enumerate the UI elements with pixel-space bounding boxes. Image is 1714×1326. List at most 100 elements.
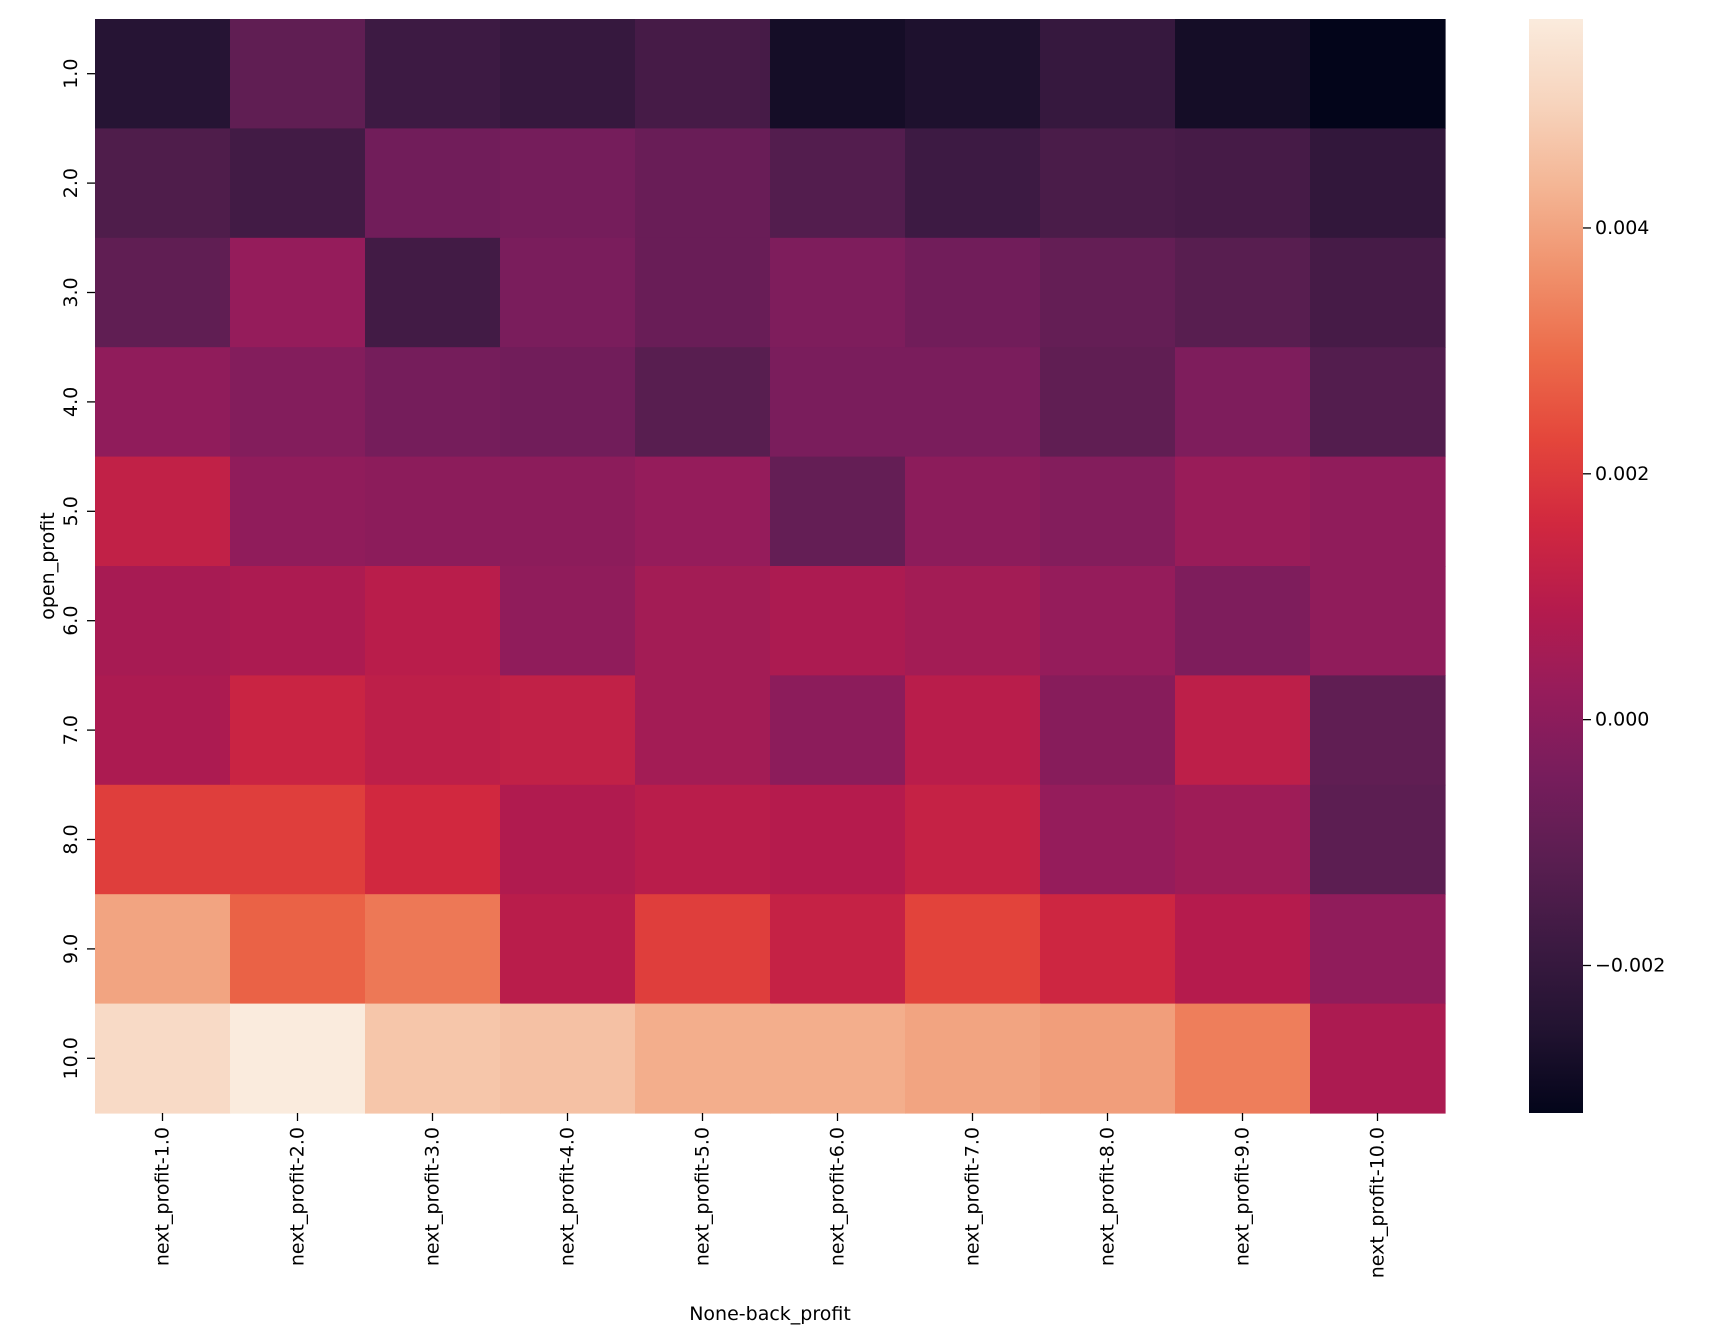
heatmap-cell-r1-c6 [770, 19, 906, 129]
y-tick-label: 2.0 [60, 168, 82, 198]
colorbar-ticks: −0.002 0.000 0.002 0.004 [1583, 217, 1665, 976]
heatmap-cell-r2-c3 [365, 128, 501, 239]
heatmap-cell-r9-c3 [365, 894, 501, 1005]
heatmap-cell-r6-c5 [635, 566, 771, 676]
heatmap-cell-r7-c7 [905, 675, 1041, 786]
heatmap-cell-r5-c10 [1310, 456, 1446, 567]
heatmap-cell-r1-c2 [230, 19, 366, 129]
heatmap-cell-r3-c4 [500, 237, 636, 348]
heatmap-cell-r9-c2 [230, 894, 366, 1005]
y-tick-label: 5.0 [60, 496, 82, 526]
heatmap-cell-r2-c9 [1175, 128, 1311, 239]
heatmap-cell-r1-c8 [1040, 19, 1176, 129]
heatmap-cell-r8-c7 [905, 784, 1041, 895]
heatmap-cell-r5-c7 [905, 456, 1041, 567]
y-tick-label: 4.0 [60, 387, 82, 417]
heatmap-cell-r10-c5 [635, 1003, 771, 1114]
heatmap-cell-r8-c5 [635, 784, 771, 895]
y-tick-label: 8.0 [60, 824, 82, 854]
heatmap-cell-r4-c8 [1040, 347, 1176, 458]
heatmap-cell-r2-c5 [635, 128, 771, 239]
heatmap-cell-r5-c4 [500, 456, 636, 567]
heatmap-cell-r6-c10 [1310, 566, 1446, 676]
heatmap-cell-r2-c10 [1310, 128, 1446, 239]
x-tick-label: next_profit-3.0 [422, 1127, 444, 1266]
heatmap-cell-r7-c8 [1040, 675, 1176, 786]
heatmap-cell-r9-c1 [95, 894, 231, 1005]
x-axis-label: None-back_profit [689, 1303, 851, 1325]
heatmap-cells [95, 19, 1446, 1114]
heatmap-cell-r7-c2 [230, 675, 366, 786]
heatmap-cell-r5-c8 [1040, 456, 1176, 567]
heatmap-cell-r9-c6 [770, 894, 906, 1005]
heatmap-cell-r3-c7 [905, 237, 1041, 348]
heatmap-cell-r6-c2 [230, 566, 366, 676]
heatmap-cell-r3-c5 [635, 237, 771, 348]
heatmap-cell-r6-c4 [500, 566, 636, 676]
heatmap-cell-r8-c10 [1310, 784, 1446, 895]
heatmap-cell-r9-c7 [905, 894, 1041, 1005]
x-tick-label: next_profit-2.0 [287, 1127, 309, 1266]
colorbar-tick-label: 0.000 [1595, 709, 1649, 731]
x-tick-label: next_profit-7.0 [962, 1127, 984, 1266]
heatmap-cell-r2-c2 [230, 128, 366, 239]
y-axis-label: open_profit [37, 512, 59, 619]
heatmap-cell-r1-c10 [1310, 19, 1446, 129]
heatmap-cell-r9-c10 [1310, 894, 1446, 1005]
heatmap-cell-r1-c4 [500, 19, 636, 129]
heatmap-cell-r4-c3 [365, 347, 501, 458]
heatmap-cell-r9-c9 [1175, 894, 1311, 1005]
y-tick-label: 10.0 [60, 1037, 82, 1079]
x-axis-ticks: next_profit-1.0 next_profit-2.0 next_profi… [152, 1113, 1389, 1278]
heatmap-cell-r3-c8 [1040, 237, 1176, 348]
heatmap-cell-r5-c2 [230, 456, 366, 567]
heatmap-cell-r7-c9 [1175, 675, 1311, 786]
y-tick-label: 3.0 [60, 277, 82, 307]
x-tick-label: next_profit-5.0 [692, 1127, 714, 1266]
heatmap-cell-r4-c1 [95, 347, 231, 458]
heatmap-cell-r8-c1 [95, 784, 231, 895]
heatmap-cell-r1-c9 [1175, 19, 1311, 129]
heatmap-cell-r7-c10 [1310, 675, 1446, 786]
heatmap-cell-r4-c6 [770, 347, 906, 458]
heatmap-cell-r3-c9 [1175, 237, 1311, 348]
heatmap-cell-r1-c1 [95, 19, 231, 129]
heatmap-cell-r4-c7 [905, 347, 1041, 458]
heatmap-cell-r7-c4 [500, 675, 636, 786]
heatmap-cell-r7-c1 [95, 675, 231, 786]
heatmap-cell-r8-c6 [770, 784, 906, 895]
heatmap-cell-r4-c9 [1175, 347, 1311, 458]
heatmap-cell-r10-c1 [95, 1003, 231, 1114]
heatmap-cell-r5-c1 [95, 456, 231, 567]
colorbar-tick-label: 0.004 [1595, 217, 1649, 239]
heatmap-cell-r9-c5 [635, 894, 771, 1005]
y-tick-label: 6.0 [60, 606, 82, 636]
heatmap-cell-r7-c3 [365, 675, 501, 786]
heatmap-cell-r8-c9 [1175, 784, 1311, 895]
heatmap-cell-r10-c3 [365, 1003, 501, 1114]
heatmap-cell-r1-c7 [905, 19, 1041, 129]
y-tick-label: 1.0 [60, 59, 82, 89]
heatmap-cell-r6-c7 [905, 566, 1041, 676]
heatmap-cell-r2-c7 [905, 128, 1041, 239]
colorbar-tick-label: 0.002 [1595, 463, 1649, 485]
heatmap-cell-r8-c4 [500, 784, 636, 895]
heatmap-cell-r5-c5 [635, 456, 771, 567]
heatmap-cell-r1-c5 [635, 19, 771, 129]
heatmap-cell-r7-c6 [770, 675, 906, 786]
heatmap-cell-r4-c4 [500, 347, 636, 458]
heatmap-cell-r3-c10 [1310, 237, 1446, 348]
heatmap-cell-r5-c3 [365, 456, 501, 567]
heatmap-cell-r8-c3 [365, 784, 501, 895]
heatmap-cell-r6-c3 [365, 566, 501, 676]
heatmap-cell-r10-c4 [500, 1003, 636, 1114]
x-tick-label: next_profit-8.0 [1097, 1127, 1119, 1266]
heatmap-cell-r6-c9 [1175, 566, 1311, 676]
heatmap-cell-r2-c4 [500, 128, 636, 239]
heatmap-cell-r6-c6 [770, 566, 906, 676]
heatmap-cell-r6-c8 [1040, 566, 1176, 676]
heatmap-cell-r10-c2 [230, 1003, 366, 1114]
x-tick-label: next_profit-6.0 [827, 1127, 849, 1266]
heatmap-cell-r1-c3 [365, 19, 501, 129]
